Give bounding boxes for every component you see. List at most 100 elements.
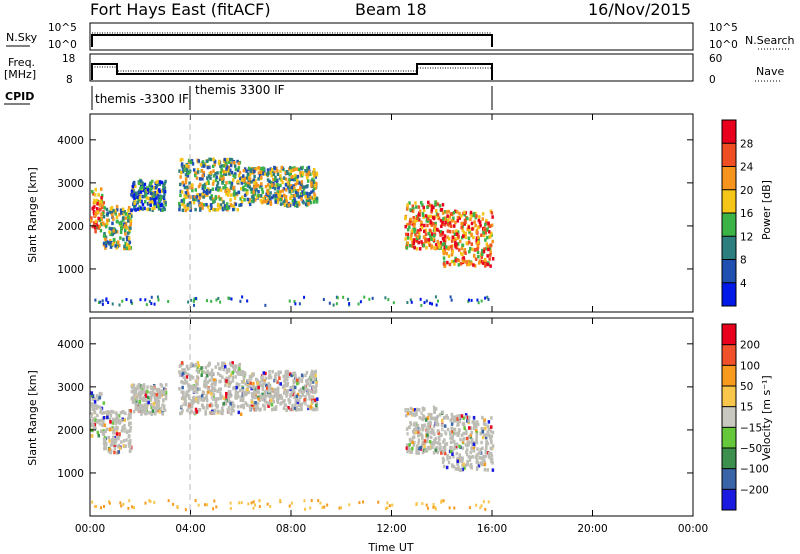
data-cell <box>440 232 444 237</box>
data-cell <box>112 435 115 439</box>
data-cell <box>312 167 316 172</box>
data-cell <box>451 452 454 456</box>
data-cell <box>443 210 447 214</box>
data-cell <box>242 376 246 381</box>
data-cell <box>488 253 492 257</box>
data-cell <box>241 396 244 401</box>
data-cell <box>210 392 213 396</box>
data-cell <box>463 213 467 217</box>
data-cell <box>434 224 437 228</box>
data-cell <box>293 371 297 376</box>
data-cell <box>306 391 309 396</box>
data-cell <box>238 369 242 373</box>
data-cell <box>323 505 326 509</box>
data-cell <box>273 170 276 175</box>
data-cell <box>431 431 435 435</box>
data-cell <box>471 438 474 442</box>
data-cell <box>108 226 112 231</box>
data-cell <box>448 220 452 225</box>
data-cell <box>224 172 228 177</box>
data-cell <box>424 232 428 236</box>
data-cell <box>191 386 194 391</box>
data-cell <box>455 257 459 262</box>
data-cell <box>135 399 138 404</box>
data-cell <box>421 203 424 207</box>
data-cell <box>227 384 231 388</box>
data-cell <box>450 252 454 257</box>
data-cell <box>276 193 280 197</box>
data-cell <box>275 179 279 184</box>
data-cell <box>208 165 211 170</box>
data-cell <box>98 224 102 229</box>
data-cell <box>448 455 452 460</box>
data-cell <box>347 297 350 301</box>
data-cell <box>426 435 430 440</box>
data-cell <box>183 399 187 403</box>
data-cell <box>464 251 467 255</box>
data-cell <box>315 403 318 408</box>
data-cell <box>193 399 196 404</box>
data-cell <box>314 385 318 390</box>
data-cell <box>453 446 456 451</box>
data-cell <box>212 199 215 203</box>
data-cell <box>247 502 250 506</box>
data-cell <box>435 303 438 307</box>
data-cell <box>186 202 190 207</box>
data-cell <box>139 385 142 390</box>
data-cell <box>109 232 112 237</box>
data-cell <box>256 184 260 188</box>
data-cell <box>118 432 121 436</box>
data-cell <box>282 193 286 198</box>
data-cell <box>250 190 254 194</box>
data-cell <box>439 230 443 234</box>
data-cell <box>456 417 459 421</box>
freq-panel <box>89 53 694 82</box>
data-cell <box>290 175 294 179</box>
data-cell <box>289 393 293 397</box>
data-cell <box>113 446 117 451</box>
data-cell <box>270 169 274 174</box>
data-cell <box>286 373 290 377</box>
data-cell <box>427 421 431 425</box>
freq-tick-bottom: 8 <box>66 74 73 86</box>
data-cell <box>415 421 418 426</box>
data-cell <box>275 398 279 403</box>
data-cell <box>94 418 97 422</box>
data-cell <box>226 206 230 210</box>
data-cell <box>475 241 478 245</box>
data-cell <box>203 379 207 384</box>
data-cell <box>106 218 109 222</box>
data-cell <box>417 438 421 442</box>
data-cell <box>181 208 185 213</box>
data-cell <box>188 170 191 175</box>
data-cell <box>205 181 209 185</box>
data-cell <box>482 458 486 462</box>
data-cell <box>129 409 132 413</box>
data-cell <box>284 188 288 192</box>
data-cell <box>188 201 192 205</box>
data-cell <box>255 390 258 395</box>
data-cell <box>283 378 286 383</box>
data-cell <box>249 381 252 385</box>
data-cell <box>163 186 167 190</box>
data-cell <box>486 441 490 446</box>
data-cell <box>452 419 456 423</box>
data-cell <box>305 202 309 206</box>
data-cell <box>240 403 244 408</box>
data-cell <box>417 426 420 431</box>
data-cell <box>252 199 255 204</box>
data-cell <box>272 399 276 404</box>
data-cell <box>290 373 293 378</box>
colorbar-tick-label: −200 <box>740 484 769 496</box>
data-cell <box>229 373 233 377</box>
data-cell <box>223 206 226 211</box>
data-cell <box>258 499 261 503</box>
data-cell <box>232 193 236 197</box>
nsky-trace <box>91 34 493 47</box>
data-cell <box>201 184 205 188</box>
data-cell <box>408 443 411 447</box>
data-cell <box>468 426 471 430</box>
power-y-axis-label: Slant Range [km] <box>26 167 39 263</box>
data-cell <box>154 396 158 400</box>
data-cell <box>412 241 416 245</box>
